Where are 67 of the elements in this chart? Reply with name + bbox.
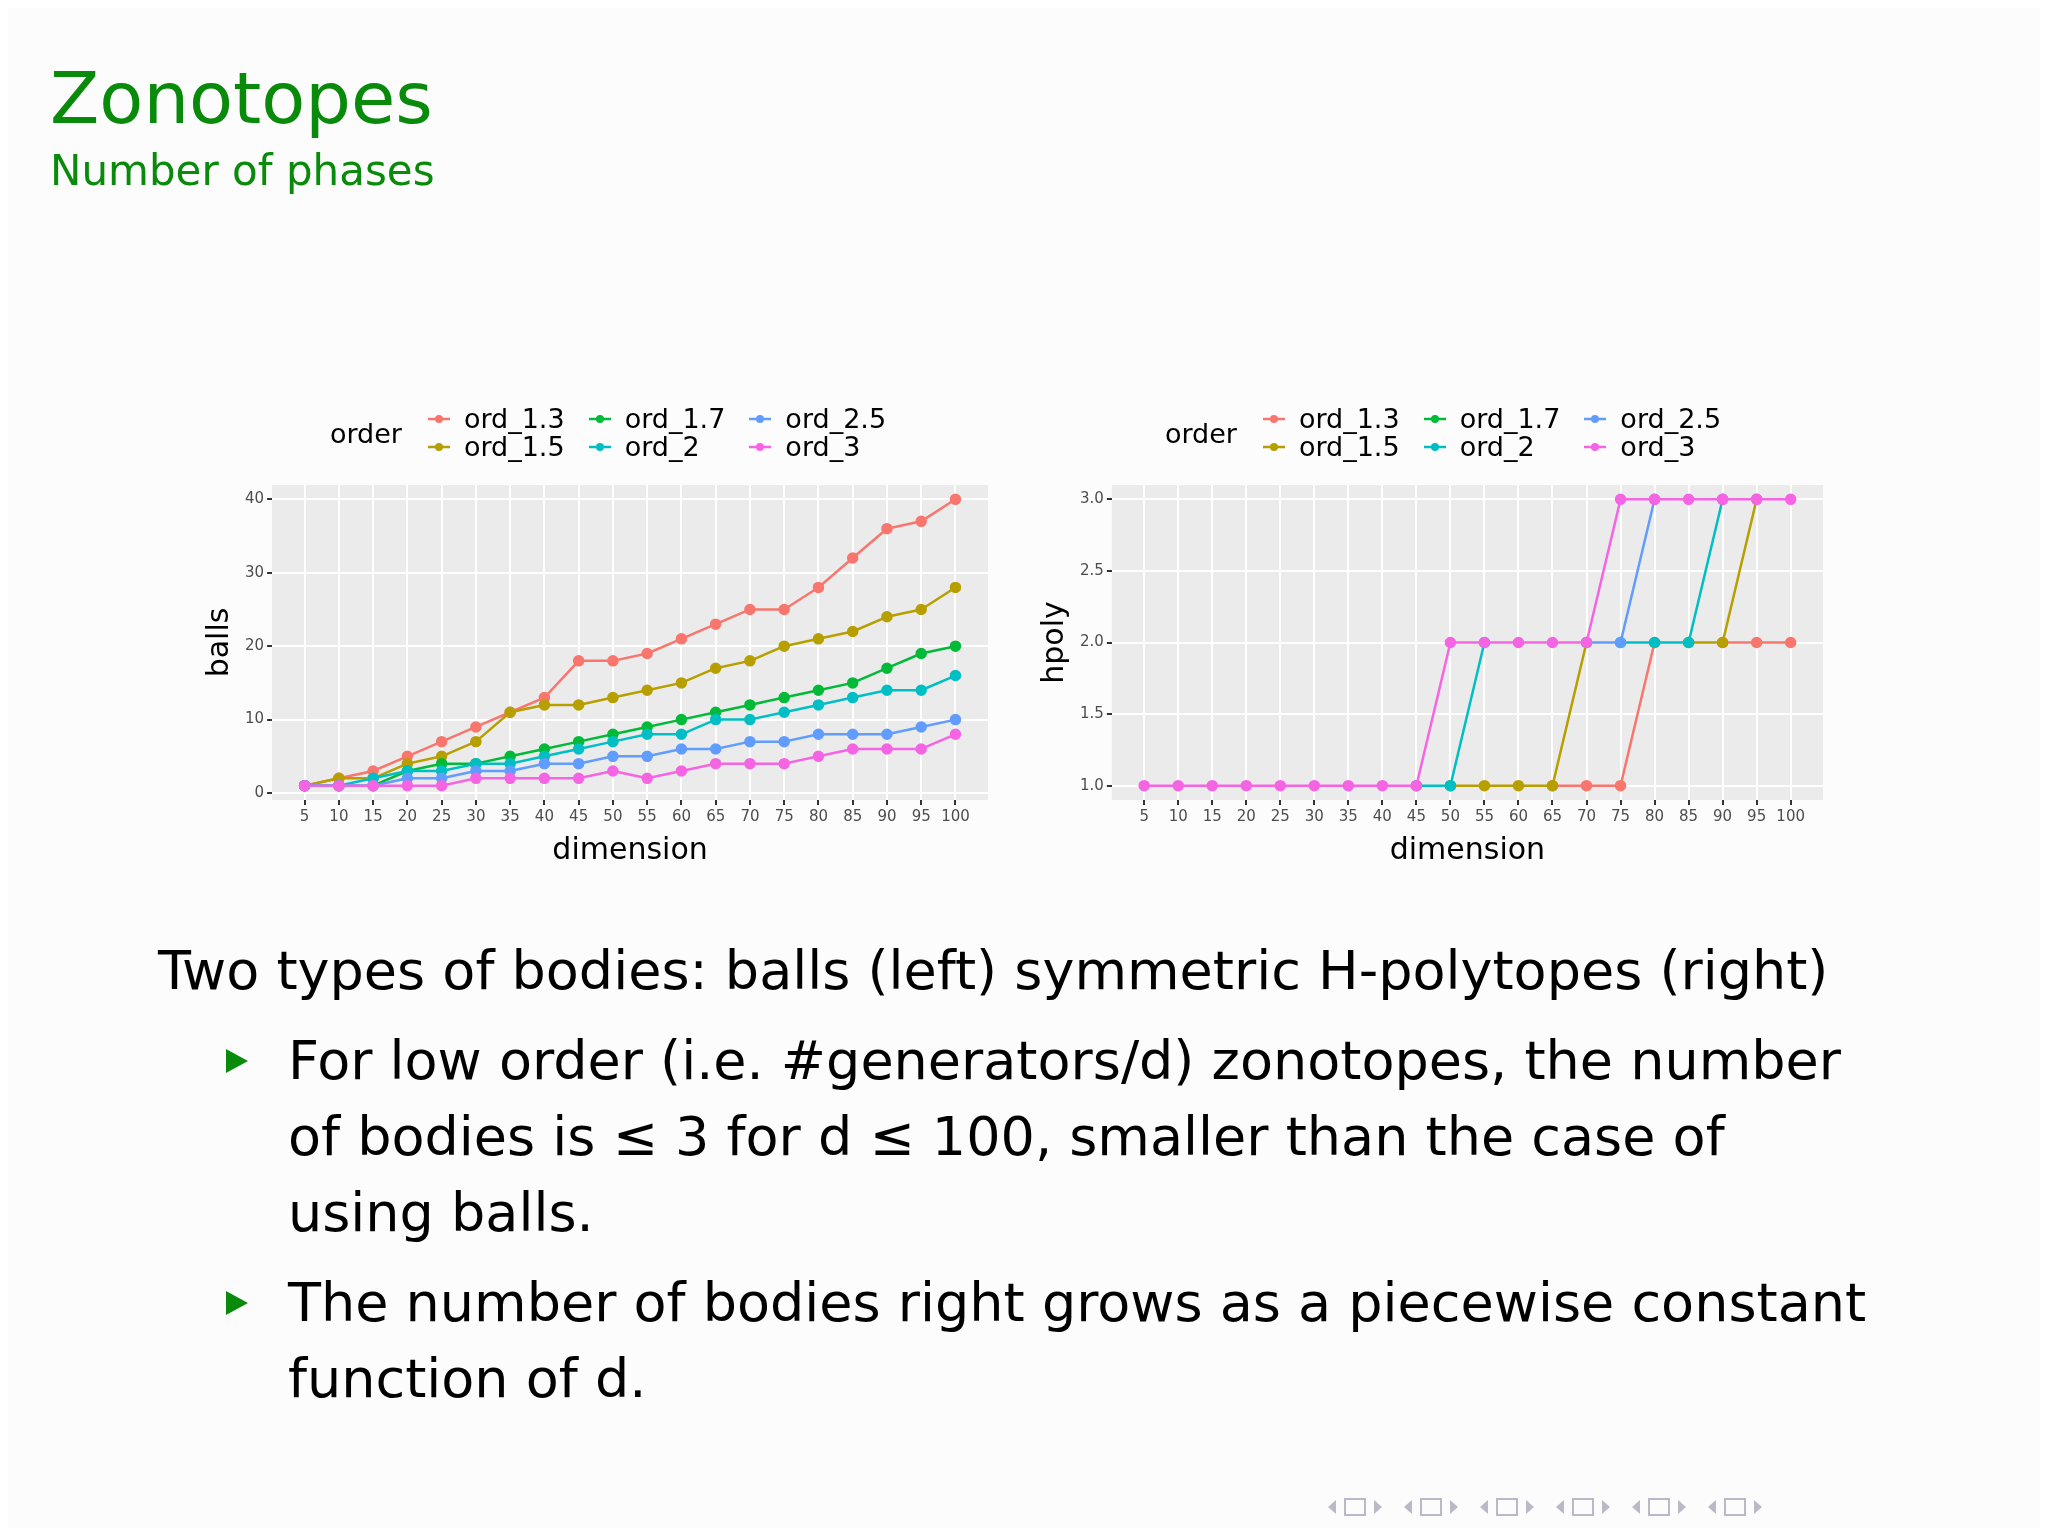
x-tick-label: 25 (432, 806, 452, 825)
x-tick-label: 10 (1168, 806, 1188, 825)
x-tick-label: 100 (1776, 806, 1805, 825)
x-tick-label: 30 (466, 806, 486, 825)
x-tick-label: 70 (1576, 806, 1597, 825)
x-tick-label: 35 (500, 806, 520, 825)
y-tick-label: 1.0 (1080, 775, 1104, 794)
x-tick-label: 90 (877, 806, 897, 825)
x-tick-label: 20 (397, 806, 417, 825)
y-tick-label: 2.0 (1080, 632, 1104, 651)
x-tick-label: 15 (1202, 806, 1222, 825)
y-tick-label: 2.5 (1080, 560, 1104, 579)
x-tick-label: 55 (1474, 806, 1494, 825)
legend-label: ord_2.5 (785, 403, 887, 434)
x-tick-label: 15 (363, 806, 383, 825)
x-tick-label: 60 (671, 806, 691, 825)
legend-label: ord_1.7 (1459, 403, 1561, 434)
x-tick-label: 70 (740, 806, 760, 825)
x-tick-label: 95 (911, 806, 931, 825)
x-tick-label: 100 (941, 806, 970, 825)
x-tick-label: 75 (1611, 806, 1631, 825)
x-tick-label: 30 (1304, 806, 1324, 825)
x-tick-label: 45 (569, 806, 589, 825)
x-tick-label: 95 (1747, 806, 1767, 825)
x-tick-label: 80 (1645, 806, 1665, 825)
y-tick-label: 10 (244, 709, 265, 728)
text: The number of bodies right grows as a piecewise constant function of d. (288, 1270, 1868, 1412)
x-tick-label: 80 (808, 806, 828, 825)
x-tick-label: 65 (706, 806, 726, 825)
x-tick-label: 25 (1270, 806, 1290, 825)
x-tick-label: 85 (843, 806, 863, 825)
text: For low order (i.e. #generators/d) zonotopes, the number of bodies is ≤ 3 for d ≤ 100, smaller than the case of using balls. (288, 1028, 1842, 1246)
x-tick-label: 5 (299, 806, 310, 825)
x-tick-label: 50 (1440, 806, 1460, 825)
legend-title: order (329, 417, 402, 449)
x-axis-title: dimension (1389, 830, 1546, 866)
chart-title: Zonotopes (50, 56, 434, 140)
y-axis-title: balls (199, 607, 235, 678)
y-tick-label: 20 (244, 636, 265, 655)
x-axis-title: dimension (552, 830, 708, 866)
legend-label: ord_1.7 (624, 403, 726, 434)
legend-label: ord_1.3 (463, 403, 565, 434)
legend-label: ord_2.5 (1620, 403, 1722, 434)
x-tick-label: 10 (329, 806, 349, 825)
y-tick-label: 0 (254, 782, 265, 801)
legend-label: ord_1.3 (1298, 403, 1400, 434)
x-tick-label: 60 (1508, 806, 1529, 825)
y-tick-label: 30 (244, 562, 265, 581)
x-tick-label: 65 (1542, 806, 1563, 825)
x-tick-label: 55 (637, 806, 657, 825)
x-tick-label: 75 (774, 806, 794, 825)
y-tick-label: 40 (244, 489, 265, 508)
x-tick-label: 40 (1372, 806, 1392, 825)
x-tick-label: 50 (603, 806, 623, 825)
x-tick-label: 35 (1338, 806, 1358, 825)
chart-subtitle: Number of phases (50, 146, 435, 195)
x-tick-label: 90 (1713, 806, 1733, 825)
legend-title: order (1164, 417, 1237, 449)
x-tick-label: 45 (1406, 806, 1426, 825)
y-tick-label: 1.5 (1080, 703, 1104, 722)
x-tick-label: 85 (1679, 806, 1699, 825)
text: Two types of bodies: balls (left) symmetric H-polytopes (right) (158, 938, 1830, 1004)
x-tick-label: 5 (1139, 806, 1149, 825)
y-tick-label: 3.0 (1080, 489, 1104, 508)
x-tick-label: 40 (534, 806, 554, 825)
y-axis-title: hpoly (1034, 601, 1070, 684)
x-tick-label: 20 (1236, 806, 1256, 825)
